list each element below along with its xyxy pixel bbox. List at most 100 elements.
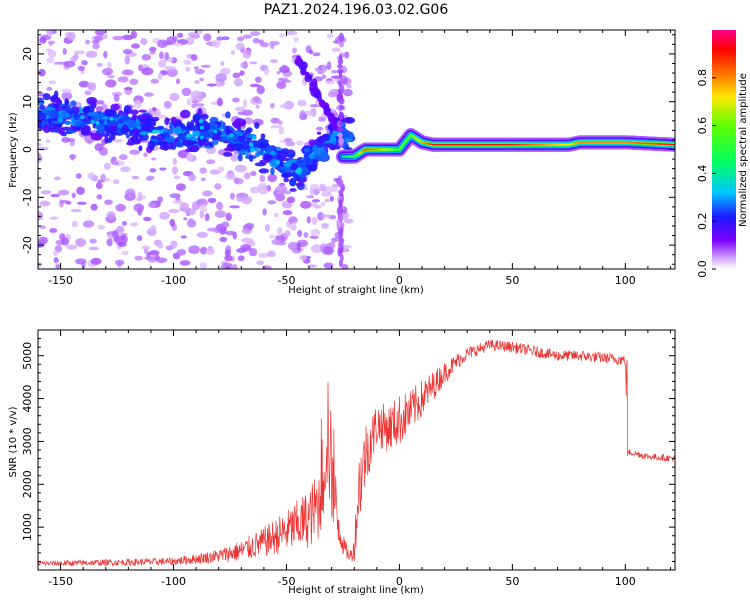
spectrogram-x-ticks: -150 -100 -50 0 50 100 xyxy=(37,30,671,287)
spectrogram-noise-blob xyxy=(216,223,225,233)
spectrogram-noise-blob xyxy=(164,65,176,71)
spectrogram-noise-blob xyxy=(169,218,175,227)
spectrogram-noise-blob xyxy=(219,236,228,243)
spectrogram-noise-blob xyxy=(240,61,249,69)
spectrogram-noise-blob xyxy=(216,97,223,107)
spectrogram-noise-blob xyxy=(323,246,334,256)
spectrogram-noise-blob xyxy=(38,236,48,245)
spectrogram-band-blob xyxy=(129,109,139,116)
spectrogram-band-blob xyxy=(195,112,201,118)
spectrogram-noise-blob xyxy=(296,101,308,107)
spectrogram-noise-blob xyxy=(218,81,226,86)
snr-panel: -150 -100 -50 0 50 100 1000 2000 3000 4000 5000 H… xyxy=(8,329,676,596)
spectrogram-streak-blob xyxy=(307,74,313,80)
spectrogram-noise-blob xyxy=(231,97,241,103)
spectrogram-noise-blob xyxy=(94,143,104,152)
spectrogram-band-blob xyxy=(251,142,258,147)
spectrogram-noise-blob xyxy=(90,257,102,265)
spectrogram-noise-blob xyxy=(324,199,330,203)
spectrogram-noise-blob xyxy=(112,35,124,41)
spectrogram-noise-blob xyxy=(172,158,177,165)
spectrogram-streak-blob xyxy=(328,114,334,121)
spectrogram-noise-blob xyxy=(105,79,117,88)
y-tick-label: 4000 xyxy=(21,385,34,413)
spectrogram-noise-blob xyxy=(224,249,231,257)
spectrogram-noise-blob xyxy=(115,259,125,266)
spectrogram-noise-blob xyxy=(242,34,252,39)
spectrogram-noise-blob xyxy=(312,188,320,196)
spectrogram-noise-blob xyxy=(300,200,312,209)
spectrogram-noise-blob xyxy=(203,33,212,42)
spectrogram-streak-blob xyxy=(309,84,316,93)
spectrogram-band-blob xyxy=(120,124,129,134)
spectrogram-noise-blob xyxy=(267,174,278,183)
spectrogram-noise-blob xyxy=(200,64,211,68)
spectrogram-band-blob xyxy=(94,123,105,131)
spectrogram-noise-blob xyxy=(157,39,168,48)
spectrogram-noise-blob xyxy=(296,140,304,146)
spectrogram-noise-blob xyxy=(169,208,176,213)
spectrogram-noise-blob xyxy=(96,62,103,67)
spectrogram-noise-blob xyxy=(311,216,318,225)
spectrogram-band-blob xyxy=(270,167,275,175)
spectrogram-band-blob xyxy=(38,98,45,106)
spectrogram-noise-blob xyxy=(250,186,260,194)
spectrogram-band-blob xyxy=(270,150,277,156)
spectrogram-noise-blob xyxy=(230,153,239,162)
spectrogram-band-blob xyxy=(287,153,295,158)
spectrogram-noise-blob xyxy=(47,30,53,37)
spectrogram-noise-blob xyxy=(124,55,130,65)
spectrogram-band-blob xyxy=(321,151,329,159)
x-tick-label: 50 xyxy=(505,575,519,588)
spectrogram-noise-blob xyxy=(330,237,337,244)
spectrogram-noise-blob xyxy=(237,111,247,116)
spectrogram-column-blob xyxy=(338,227,344,238)
snr-y-label: SNR (10 * v/v) xyxy=(8,406,19,477)
spectrogram-noise-blob xyxy=(141,53,152,61)
spectrogram-noise-blob xyxy=(100,173,106,180)
spectrogram-marks xyxy=(38,30,675,269)
spectrogram-bright-spot xyxy=(250,148,255,153)
spectrogram-band-blob xyxy=(283,177,290,183)
spectrogram-noise-blob xyxy=(54,176,61,181)
spectrogram-noise-blob xyxy=(240,243,252,251)
spectrogram-band-blob xyxy=(198,139,204,147)
spectrogram-noise-blob xyxy=(175,183,186,191)
spectrogram-band-blob xyxy=(94,114,104,120)
spectrogram-noise-blob xyxy=(103,162,111,171)
spectrogram-noise-blob xyxy=(122,49,133,55)
spectrogram-noise-blob xyxy=(224,266,231,269)
x-tick-label: 50 xyxy=(505,274,519,287)
spectrogram-noise-blob xyxy=(311,199,321,203)
spectrogram-noise-blob xyxy=(188,218,194,225)
spectrogram-noise-blob xyxy=(38,91,44,97)
spectrogram-noise-blob xyxy=(286,196,296,204)
spectrogram-noise-blob xyxy=(102,178,111,182)
spectrogram-noise-blob xyxy=(159,211,170,220)
spectrogram-band-blob xyxy=(42,93,51,101)
spectrogram-streak-blob xyxy=(323,110,330,115)
spectrogram-noise-blob xyxy=(141,67,154,76)
spectrogram-noise-blob xyxy=(307,264,317,268)
spectrogram-noise-blob xyxy=(309,187,314,196)
spectrogram-noise-blob xyxy=(209,169,221,175)
spectrogram-noise-blob xyxy=(215,73,227,83)
spectrogram-noise-blob xyxy=(204,213,210,222)
spectrogram-noise-blob xyxy=(211,39,221,48)
spectrogram-column-blob xyxy=(338,98,343,104)
spectrogram-noise-blob xyxy=(186,152,193,161)
spectrogram-noise-blob xyxy=(60,200,71,204)
colorbar-tick-label: 0.0 xyxy=(696,260,709,278)
spectrogram-noise-blob xyxy=(61,88,72,94)
spectrogram-noise-blob xyxy=(214,210,227,218)
colorbar-label: Normalized spectral amplitude xyxy=(738,73,749,227)
spectrogram-band-blob xyxy=(316,136,326,144)
spectrogram-band-blob xyxy=(260,133,266,140)
spectrogram-noise-blob xyxy=(188,245,200,255)
spectrogram-band-blob xyxy=(90,132,103,141)
snr-series-line xyxy=(38,339,675,567)
spectrogram-noise-blob xyxy=(206,83,217,87)
spectrogram-noise-blob xyxy=(70,208,82,213)
spectrogram-noise-blob xyxy=(49,227,58,233)
spectrogram-noise-blob xyxy=(90,203,98,211)
